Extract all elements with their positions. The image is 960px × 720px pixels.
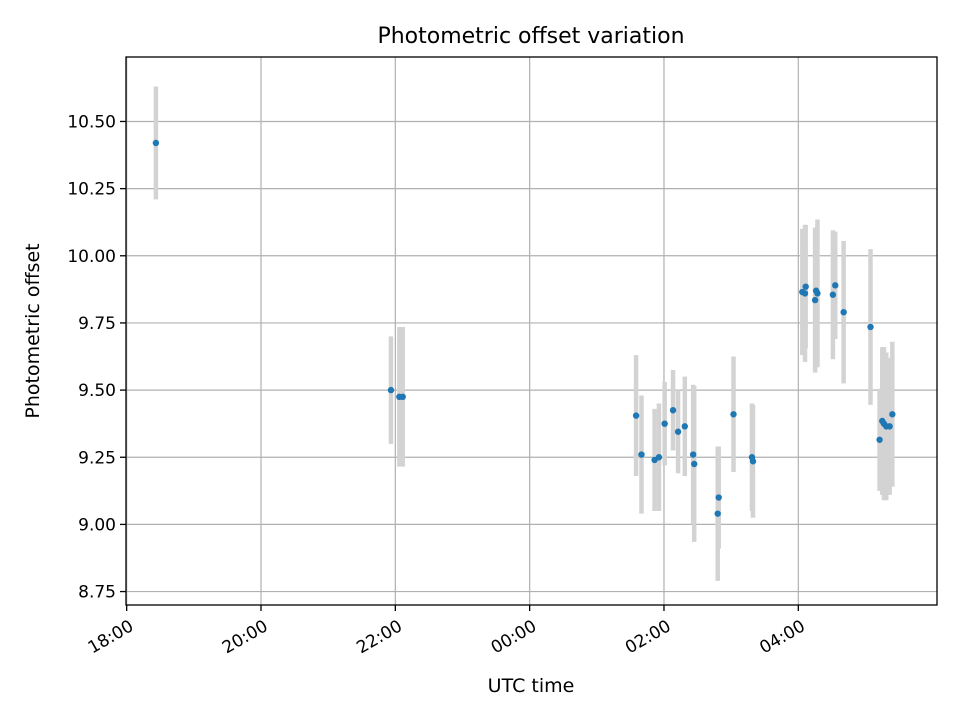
data-point (749, 458, 757, 465)
data-point (715, 494, 722, 501)
data-point (714, 510, 721, 517)
data-point (387, 386, 395, 394)
data-point (689, 451, 697, 458)
data-point (691, 460, 698, 468)
data-point (632, 412, 640, 419)
data-point (876, 436, 883, 443)
y-axis-ticks: 8.75 9.00 9.25 9.50 9.75 10.00 10.25 10.50 (67, 112, 126, 603)
data-point (801, 290, 809, 297)
y-tick-label: 9.50 (78, 381, 116, 401)
data-point (889, 411, 896, 418)
y-tick-label: 10.50 (67, 112, 116, 132)
data-point (832, 282, 839, 289)
plot-frame (125, 56, 938, 606)
data-point (811, 296, 819, 304)
chart-title: Photometric offset variation (377, 24, 684, 49)
data-point (681, 423, 689, 430)
data-point (867, 323, 874, 331)
y-tick-label: 10.00 (67, 247, 116, 267)
y-tick-label: 9.25 (78, 448, 116, 468)
data-point (152, 139, 160, 147)
data-point (802, 283, 809, 290)
data-point (886, 423, 893, 430)
data-point (840, 308, 847, 316)
data-point (674, 428, 682, 435)
data-point (669, 407, 677, 414)
data-point (730, 411, 737, 418)
y-tick-label: 8.75 (78, 583, 116, 603)
data-point (829, 291, 837, 298)
x-axis-label: UTC time (488, 675, 575, 697)
data-point (399, 393, 406, 401)
data-point (655, 454, 663, 461)
y-tick-label: 10.25 (67, 180, 116, 200)
y-tick-label: 9.75 (78, 314, 116, 334)
data-markers (152, 139, 896, 517)
data-point (661, 420, 668, 427)
y-axis-label: Photometric offset (22, 243, 44, 418)
data-point (814, 290, 821, 297)
y-tick-label: 9.00 (78, 515, 116, 535)
data-point (638, 451, 645, 458)
